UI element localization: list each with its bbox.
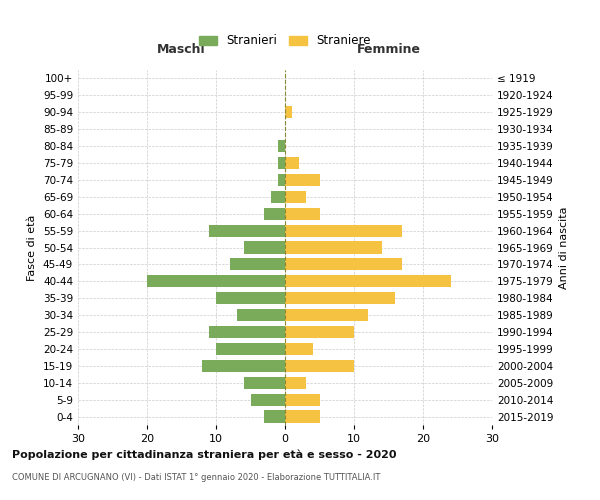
Bar bbox=[244, 376, 285, 389]
Bar bbox=[285, 343, 313, 355]
Y-axis label: Anni di nascita: Anni di nascita bbox=[559, 206, 569, 289]
Bar bbox=[285, 106, 292, 118]
Bar bbox=[285, 258, 402, 270]
Bar bbox=[202, 360, 285, 372]
Text: Maschi: Maschi bbox=[157, 44, 206, 57]
Bar bbox=[209, 326, 285, 338]
Bar bbox=[285, 394, 320, 406]
Bar bbox=[285, 208, 320, 220]
Bar bbox=[285, 326, 354, 338]
Bar bbox=[285, 224, 402, 236]
Bar bbox=[285, 292, 395, 304]
Bar bbox=[285, 410, 320, 422]
Text: Femmine: Femmine bbox=[356, 44, 421, 57]
Bar bbox=[285, 376, 306, 389]
Bar bbox=[230, 258, 285, 270]
Legend: Stranieri, Straniere: Stranieri, Straniere bbox=[194, 30, 376, 52]
Bar bbox=[285, 190, 306, 203]
Bar bbox=[271, 190, 285, 203]
Bar bbox=[244, 242, 285, 254]
Text: Popolazione per cittadinanza straniera per età e sesso - 2020: Popolazione per cittadinanza straniera p… bbox=[12, 450, 397, 460]
Bar bbox=[237, 309, 285, 321]
Bar bbox=[147, 275, 285, 287]
Bar bbox=[251, 394, 285, 406]
Bar bbox=[285, 174, 320, 186]
Y-axis label: Fasce di età: Fasce di età bbox=[28, 214, 37, 280]
Bar bbox=[278, 174, 285, 186]
Bar bbox=[278, 140, 285, 152]
Bar bbox=[209, 224, 285, 236]
Bar bbox=[278, 157, 285, 169]
Bar bbox=[265, 208, 285, 220]
Bar bbox=[265, 410, 285, 422]
Bar bbox=[285, 275, 451, 287]
Bar bbox=[216, 343, 285, 355]
Bar bbox=[285, 157, 299, 169]
Bar bbox=[285, 309, 368, 321]
Text: COMUNE DI ARCUGNANO (VI) - Dati ISTAT 1° gennaio 2020 - Elaborazione TUTTITALIA.: COMUNE DI ARCUGNANO (VI) - Dati ISTAT 1°… bbox=[12, 472, 380, 482]
Bar bbox=[285, 360, 354, 372]
Bar bbox=[285, 242, 382, 254]
Bar bbox=[216, 292, 285, 304]
